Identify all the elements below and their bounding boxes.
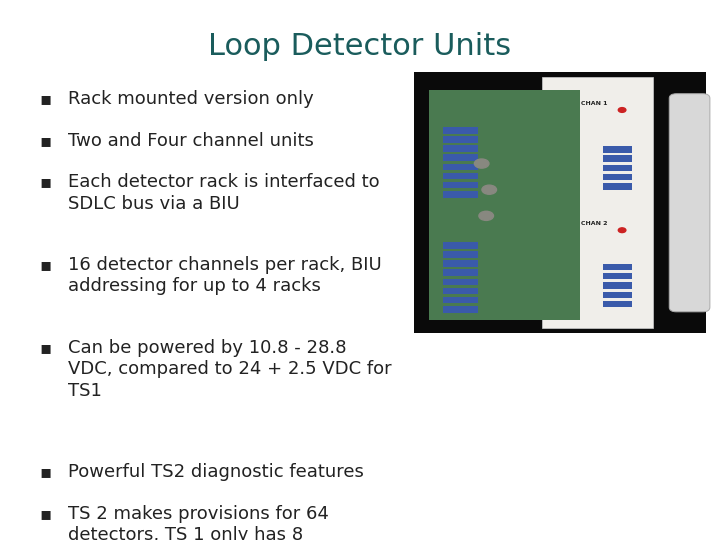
Bar xyxy=(443,173,478,179)
Bar xyxy=(603,165,632,171)
Bar xyxy=(603,174,632,180)
Bar xyxy=(603,292,632,298)
Text: ▪: ▪ xyxy=(40,339,52,357)
Bar xyxy=(603,282,632,289)
Bar xyxy=(443,191,478,198)
Bar xyxy=(443,288,478,294)
Circle shape xyxy=(482,185,497,194)
Text: Each detector rack is interfaced to
SDLC bus via a BIU: Each detector rack is interfaced to SDLC… xyxy=(68,173,380,213)
Text: ▪: ▪ xyxy=(40,505,52,523)
Bar xyxy=(443,306,478,313)
Bar xyxy=(443,279,478,285)
Bar xyxy=(603,273,632,280)
Circle shape xyxy=(618,228,626,233)
Text: CHAN 2: CHAN 2 xyxy=(581,221,608,226)
Text: CHAN 1: CHAN 1 xyxy=(581,101,608,106)
Bar xyxy=(443,297,478,303)
Bar xyxy=(443,127,478,133)
Bar xyxy=(603,301,632,307)
Text: ▪: ▪ xyxy=(40,463,52,481)
Bar xyxy=(443,136,478,143)
Text: ▪: ▪ xyxy=(40,90,52,108)
Text: ▪: ▪ xyxy=(40,132,52,150)
Bar xyxy=(443,260,478,267)
Bar xyxy=(443,145,478,152)
Bar xyxy=(443,269,478,276)
Bar xyxy=(603,156,632,162)
Bar xyxy=(542,77,653,328)
Text: TS 2 makes provisions for 64
detectors, TS 1 only has 8: TS 2 makes provisions for 64 detectors, … xyxy=(68,505,329,540)
Bar xyxy=(603,146,632,153)
Text: Loop Detector Units: Loop Detector Units xyxy=(208,31,512,60)
Circle shape xyxy=(479,211,493,220)
Text: Two and Four channel units: Two and Four channel units xyxy=(68,132,314,150)
Bar xyxy=(414,72,706,333)
Bar xyxy=(443,154,478,161)
Bar xyxy=(603,183,632,190)
Text: ▪: ▪ xyxy=(40,173,52,191)
Circle shape xyxy=(474,159,489,168)
Text: Rack mounted version only: Rack mounted version only xyxy=(68,90,314,108)
Text: Can be powered by 10.8 - 28.8
VDC, compared to 24 + 2.5 VDC for
TS1: Can be powered by 10.8 - 28.8 VDC, compa… xyxy=(68,339,392,400)
Circle shape xyxy=(618,107,626,112)
Bar xyxy=(443,242,478,248)
Bar xyxy=(603,264,632,270)
FancyBboxPatch shape xyxy=(670,94,710,312)
Text: ▪: ▪ xyxy=(40,256,52,274)
Bar xyxy=(428,90,580,320)
Bar xyxy=(443,182,478,188)
Text: Powerful TS2 diagnostic features: Powerful TS2 diagnostic features xyxy=(68,463,364,481)
Bar xyxy=(443,164,478,170)
Bar xyxy=(443,251,478,258)
Text: 16 detector channels per rack, BIU
addressing for up to 4 racks: 16 detector channels per rack, BIU addre… xyxy=(68,256,382,295)
